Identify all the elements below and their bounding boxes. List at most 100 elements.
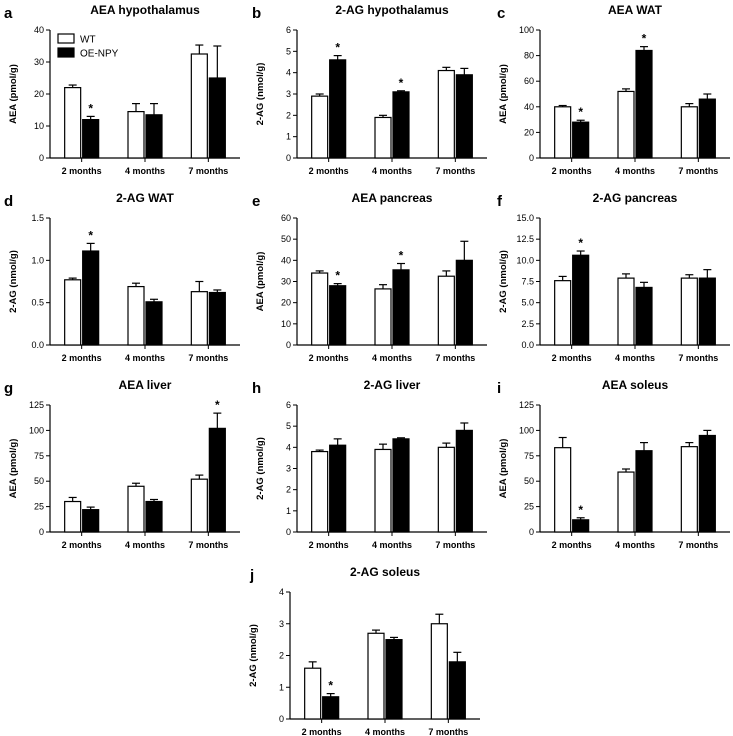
significance-star: * — [578, 105, 583, 119]
chart-title: 2-AG liver — [364, 378, 421, 392]
bar-wt-1 — [374, 448, 392, 533]
x-tick-label: 7 months — [428, 727, 468, 736]
x-tick-label: 7 months — [188, 353, 228, 363]
significance-star: * — [335, 41, 340, 55]
x-tick-label: 4 months — [615, 353, 655, 363]
bar-wt-2 — [680, 106, 698, 159]
bar-wt-1 — [617, 90, 635, 159]
legend-label: OE-NPY — [80, 49, 119, 60]
bar-oe-npy-2 — [455, 259, 473, 346]
bar-oe-npy-2 — [698, 98, 716, 159]
y-tick-label: 0.0 — [31, 340, 44, 350]
y-tick-label: 5 — [286, 421, 291, 431]
y-tick-label: 6 — [286, 25, 291, 35]
panel-j: j 2-AG soleus 0 1 2 3 4 2-AG (nmol/g) 2 months 4 … — [248, 565, 480, 736]
y-tick-label: 4 — [279, 587, 284, 597]
y-tick-label: 1.5 — [31, 213, 44, 223]
x-tick-label: 4 months — [125, 353, 165, 363]
x-tick-label: 7 months — [188, 540, 228, 550]
x-tick-label: 4 months — [125, 540, 165, 550]
chart-title: AEA hypothalamus — [90, 3, 200, 17]
chart-title: 2-AG WAT — [116, 191, 174, 205]
y-tick-label: 0 — [286, 153, 291, 163]
legend: WT OE-NPY — [57, 33, 119, 60]
x-tick-label: 4 months — [372, 166, 412, 176]
y-tick-label: 2 — [286, 485, 291, 495]
y-tick-label: 12.5 — [516, 234, 534, 244]
x-tick-label: 4 months — [615, 540, 655, 550]
y-tick-label: 6 — [286, 400, 291, 410]
bar-wt-2 — [680, 277, 698, 346]
significance-star: * — [578, 503, 583, 517]
bar-oe-npy-1 — [635, 286, 653, 346]
bar-wt-1 — [127, 485, 145, 533]
bar-oe-npy-0 — [572, 121, 590, 159]
y-tick-label: 0 — [39, 527, 44, 537]
bar-oe-npy-0 — [82, 509, 100, 533]
y-tick-label: 100 — [519, 425, 534, 435]
panel-g: g AEA liver 0 25 50 75 100 125 AEA (pmol/g) 2 mon… — [4, 378, 240, 550]
y-axis-label: 2-AG (nmol/g) — [255, 437, 266, 500]
y-tick-label: 15.0 — [516, 213, 534, 223]
x-tick-label: 7 months — [435, 540, 475, 550]
legend-label: WT — [80, 35, 96, 46]
x-tick-label: 7 months — [678, 353, 718, 363]
y-tick-label: 0 — [286, 340, 291, 350]
y-axis-label: 2-AG (nmol/g) — [255, 63, 266, 126]
bar-oe-npy-0 — [329, 444, 347, 533]
bar-oe-npy-1 — [145, 301, 163, 346]
bar-oe-npy-0 — [572, 254, 590, 346]
significance-star: * — [328, 679, 333, 693]
y-axis-label: 2-AG (nmol/g) — [498, 250, 509, 313]
bar-wt-0 — [304, 667, 322, 720]
chart-title: 2-AG soleus — [350, 565, 420, 579]
bar-oe-npy-2 — [208, 427, 226, 533]
bar-oe-npy-2 — [698, 277, 716, 346]
x-tick-label: 2 months — [309, 166, 349, 176]
bar-oe-npy-1 — [392, 438, 410, 533]
y-tick-label: 5 — [286, 46, 291, 56]
bar-wt-1 — [367, 632, 385, 720]
y-tick-label: 100 — [29, 425, 44, 435]
bar-wt-0 — [311, 95, 329, 159]
x-tick-label: 7 months — [435, 353, 475, 363]
y-tick-label: 5.0 — [521, 298, 534, 308]
y-axis-label: 2-AG (nmol/g) — [8, 250, 19, 313]
y-tick-label: 50 — [524, 476, 534, 486]
panel-i: i AEA soleus 0 25 50 75 100 125 AEA (pmol/g) 2 mo… — [497, 378, 730, 550]
bar-oe-npy-0 — [322, 696, 340, 720]
x-tick-label: 2 months — [552, 166, 592, 176]
y-tick-label: 40 — [281, 255, 291, 265]
y-tick-label: 50 — [281, 234, 291, 244]
x-tick-label: 4 months — [615, 166, 655, 176]
x-tick-label: 2 months — [302, 727, 342, 736]
x-tick-label: 7 months — [435, 166, 475, 176]
bar-wt-1 — [127, 110, 145, 159]
panel-letter: d — [4, 193, 13, 210]
bar-oe-npy-1 — [145, 114, 163, 159]
y-tick-label: 3 — [279, 619, 284, 629]
panel-c: c AEA WAT 0 20 40 60 80 100 AEA (pmol/g) 2 months… — [497, 3, 730, 176]
y-tick-label: 10.0 — [516, 255, 534, 265]
significance-star: * — [642, 32, 647, 46]
panel-letter: b — [252, 5, 261, 22]
y-tick-label: 0 — [39, 153, 44, 163]
bar-oe-npy-1 — [385, 639, 403, 720]
x-tick-label: 2 months — [62, 353, 102, 363]
y-tick-label: 3 — [286, 89, 291, 99]
y-tick-label: 80 — [524, 51, 534, 61]
legend-swatch — [57, 33, 75, 44]
chart-title: 2-AG pancreas — [593, 191, 678, 205]
y-tick-label: 125 — [29, 400, 44, 410]
bar-wt-2 — [680, 446, 698, 533]
bar-wt-1 — [374, 288, 392, 346]
bar-wt-2 — [437, 446, 455, 533]
bar-wt-0 — [554, 280, 572, 346]
x-tick-label: 4 months — [125, 166, 165, 176]
y-axis-label: 2-AG (nmol/g) — [248, 624, 259, 687]
bar-wt-1 — [617, 277, 635, 346]
y-tick-label: 20 — [281, 298, 291, 308]
y-tick-label: 2 — [286, 110, 291, 120]
y-tick-label: 7.5 — [521, 277, 534, 287]
